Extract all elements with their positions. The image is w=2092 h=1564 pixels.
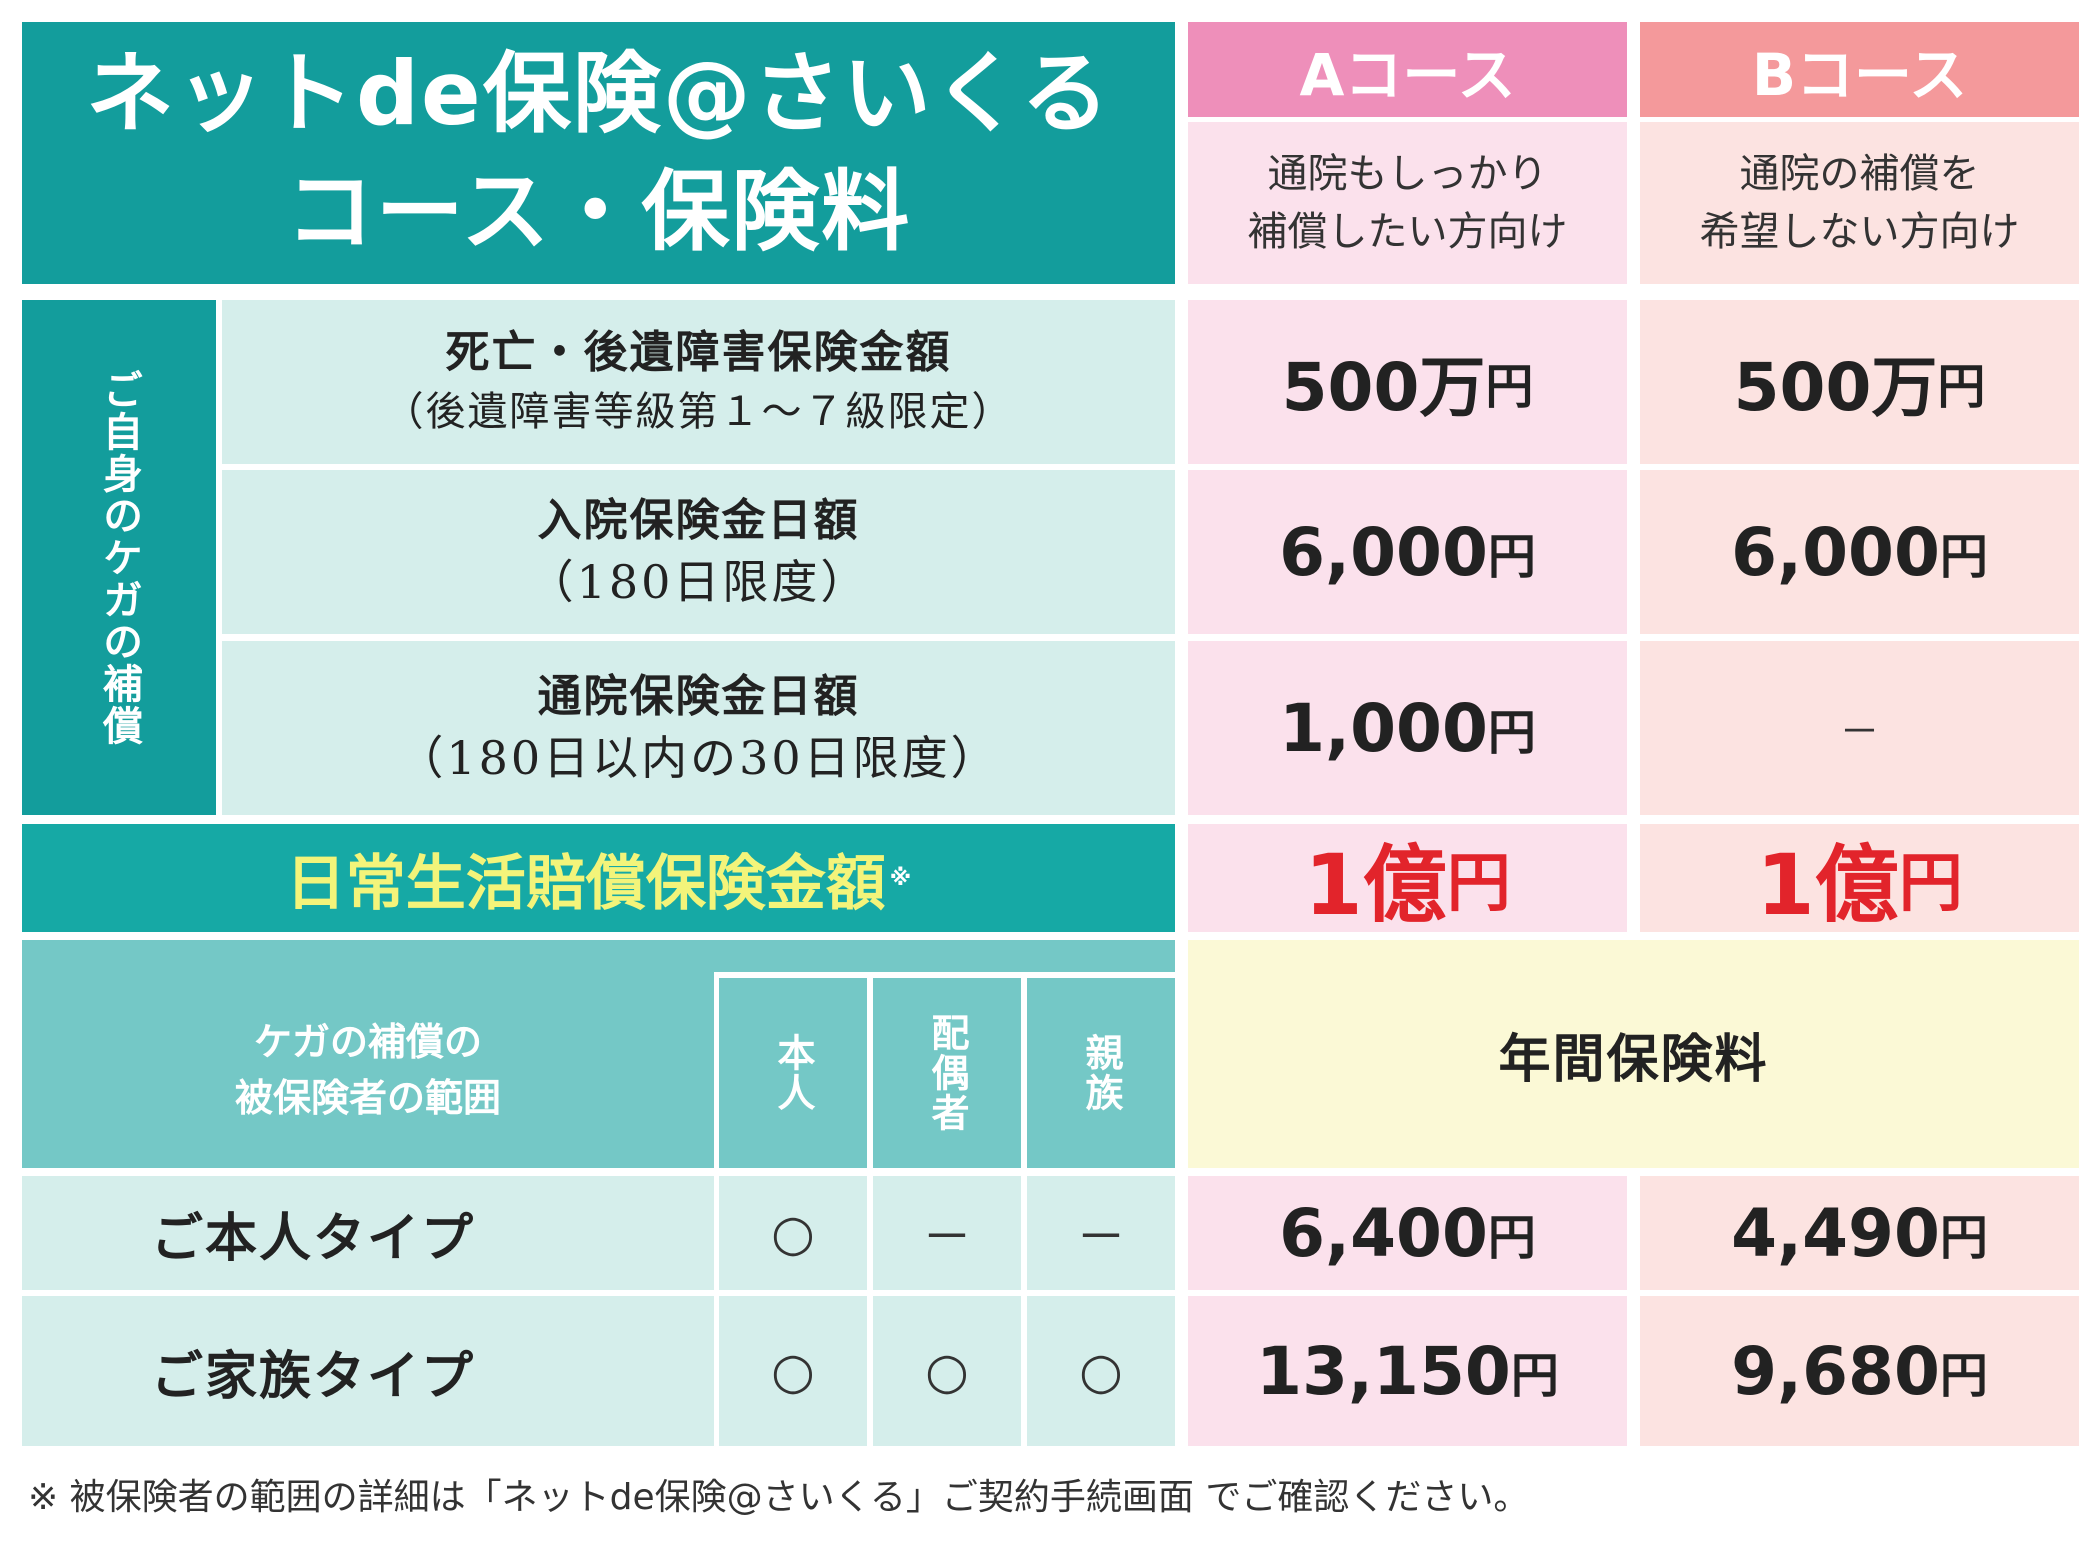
value: 6,400 — [1279, 1194, 1488, 1272]
footnote: ※ 被保険者の範囲の詳細は「ネットde保険@さいくる」ご契約手続画面 でご確認く… — [28, 1477, 1530, 1518]
yen-unit: 円 — [1510, 1348, 1559, 1404]
plan-self-mark-relatives: － — [1027, 1176, 1175, 1290]
liability-b: 1億円 — [1640, 824, 2079, 934]
course-a-description: 通院もしっかり 補償したい方向け — [1188, 122, 1627, 284]
plan-family-mark-self: ○ — [719, 1296, 867, 1446]
scope-header-line1: ケガの補償の — [253, 1020, 482, 1064]
title-line-2: コース・保険料 — [285, 160, 912, 263]
annual-premium-label: 年間保険料 — [1498, 1029, 1769, 1090]
value: 500万 — [1281, 349, 1486, 426]
footnote-mark: ※ — [889, 865, 912, 891]
yen-unit: 円 — [1446, 847, 1511, 921]
coverage-mark: ○ — [771, 1342, 815, 1400]
coverage-item-main: 死亡・後遺障害保険金額 — [445, 327, 952, 378]
coverage-item-sub: （後遺障害等級第１～７級限定） — [383, 389, 1014, 435]
coverage-item-death: 死亡・後遺障害保険金額 （後遺障害等級第１～７級限定） — [222, 300, 1175, 464]
yen-unit: 円 — [1487, 1210, 1536, 1266]
plan-self-premium-b: 4,490 円 — [1640, 1176, 2079, 1290]
value: 4,490 — [1731, 1194, 1940, 1272]
coverage-item-sub: （180日以内の30日限度） — [397, 731, 1000, 785]
not-applicable-dash: － — [1839, 709, 1880, 755]
plan-name: ご本人タイプ — [150, 1208, 475, 1269]
yen-unit: 円 — [1487, 705, 1536, 761]
value: 9,680 — [1731, 1332, 1940, 1410]
coverage-mark: － — [1076, 1208, 1126, 1266]
value: 6,000 — [1731, 513, 1940, 591]
value: 1億 — [1756, 835, 1899, 934]
value: 1億 — [1304, 835, 1447, 934]
course-a-desc-line2: 補償したい方向け — [1247, 209, 1568, 255]
scope-col-label: 本人 — [771, 1033, 815, 1113]
value: 1,000 — [1279, 689, 1488, 767]
yen-unit: 円 — [1937, 359, 1986, 415]
yen-unit: 円 — [1939, 1210, 1988, 1266]
coverage-item-main: 通院保険金日額 — [537, 671, 860, 722]
yen-unit: 円 — [1939, 529, 1988, 585]
plan-family-premium-b: 9,680 円 — [1640, 1296, 2079, 1446]
yen-unit: 円 — [1485, 359, 1534, 415]
value: 6,000 — [1279, 513, 1488, 591]
scope-col-self: 本人 — [719, 978, 867, 1168]
coverage-mark: ○ — [1079, 1342, 1123, 1400]
course-a-header: Aコース — [1188, 22, 1627, 117]
course-b-description: 通院の補償を 希望しない方向け — [1640, 122, 2079, 284]
liability-a: 1億円 — [1188, 824, 1627, 934]
course-b-desc-line1: 通院の補償を — [1739, 151, 1980, 197]
coverage-item-sub: （180日限度） — [527, 555, 870, 609]
scope-col-spouse: 配偶者 — [873, 978, 1021, 1168]
course-a-name: Aコース — [1299, 40, 1516, 109]
page-title: ネットde保険@さいくる コース・保険料 — [22, 22, 1175, 284]
plan-family-mark-relatives: ○ — [1027, 1296, 1175, 1446]
course-b-header: Bコース — [1640, 22, 2079, 117]
value: 500万 — [1733, 349, 1938, 426]
coverage-mark: － — [922, 1208, 972, 1266]
plan-self-mark-self: ○ — [719, 1176, 867, 1290]
coverage-item-hospital: 入院保険金日額 （180日限度） — [222, 470, 1175, 634]
yen-unit: 円 — [1487, 529, 1536, 585]
injury-section-label-text: ご自身のケガの補償 — [96, 368, 142, 747]
scope-col-relatives: 親族 — [1027, 978, 1175, 1168]
plan-family-mark-spouse: ○ — [873, 1296, 1021, 1446]
injury-section-label: ご自身のケガの補償 — [22, 300, 216, 815]
plan-self-premium-a: 6,400 円 — [1188, 1176, 1627, 1290]
coverage-item-outpatient: 通院保険金日額 （180日以内の30日限度） — [222, 641, 1175, 815]
title-line-1: ネットde保険@さいくる — [86, 42, 1111, 145]
value: 13,150 — [1256, 1332, 1511, 1410]
plan-family: ご家族タイプ — [22, 1296, 714, 1446]
coverage-b-outpatient: － — [1640, 641, 2079, 815]
liability-label-text: 日常生活賠償保険金額 — [285, 848, 886, 919]
scope-col-label: 親族 — [1079, 1033, 1123, 1113]
annual-premium-header: 年間保険料 — [1188, 940, 2079, 1168]
scope-col-label: 配偶者 — [925, 1013, 969, 1133]
liability-label: 日常生活賠償保険金額 ※ — [22, 824, 1175, 932]
scope-header-line2: 被保険者の範囲 — [234, 1076, 501, 1120]
course-b-name: Bコース — [1751, 40, 1968, 109]
coverage-mark: ○ — [925, 1342, 969, 1400]
plan-name: ご家族タイプ — [150, 1346, 475, 1407]
coverage-mark: ○ — [771, 1204, 815, 1262]
course-a-desc-line1: 通院もしっかり — [1267, 151, 1548, 197]
plan-self: ご本人タイプ — [22, 1176, 714, 1290]
insured-scope-header — [22, 940, 1175, 972]
coverage-a-hospital: 6,000 円 — [1188, 470, 1627, 634]
yen-unit: 円 — [1898, 847, 1963, 921]
plan-self-mark-spouse: － — [873, 1176, 1021, 1290]
insured-scope-label: ケガの補償の 被保険者の範囲 — [22, 972, 714, 1168]
coverage-a-outpatient: 1,000 円 — [1188, 641, 1627, 815]
coverage-a-death: 500万円 — [1188, 300, 1627, 464]
course-b-desc-line2: 希望しない方向け — [1699, 209, 2020, 255]
coverage-item-main: 入院保険金日額 — [537, 495, 860, 546]
yen-unit: 円 — [1939, 1348, 1988, 1404]
coverage-b-hospital: 6,000 円 — [1640, 470, 2079, 634]
coverage-b-death: 500万円 — [1640, 300, 2079, 464]
plan-family-premium-a: 13,150 円 — [1188, 1296, 1627, 1446]
